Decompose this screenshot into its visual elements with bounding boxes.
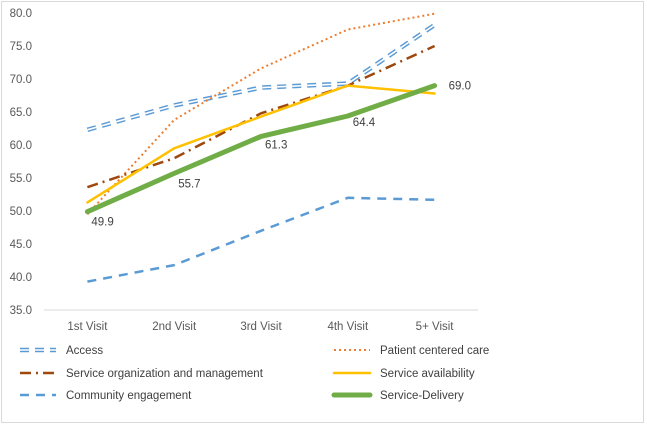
series-line-access-inner <box>87 24 436 131</box>
x-tick-label: 1st Visit <box>67 321 108 333</box>
data-label: 49.9 <box>91 217 113 229</box>
y-tick-label: 35.0 <box>10 305 32 317</box>
y-tick-label: 75.0 <box>10 41 32 53</box>
legend-label: Patient centered care <box>380 345 489 357</box>
legend-label: Service-Delivery <box>380 390 464 402</box>
legend-label: Community engagement <box>66 390 192 402</box>
series-line-service-organization-and-management <box>87 44 436 189</box>
x-tick-label: 4th Visit <box>327 321 369 333</box>
data-label: 61.3 <box>265 139 287 151</box>
legend-label: Access <box>66 345 103 357</box>
y-tick-label: 65.0 <box>10 107 32 119</box>
series-line-service-delivery <box>84 83 438 215</box>
y-tick-label: 55.0 <box>10 173 32 185</box>
data-label: 69.0 <box>449 81 471 93</box>
y-tick-label: 40.0 <box>10 272 32 284</box>
x-tick-label: 5+ Visit <box>416 321 455 333</box>
x-tick-label: 2nd Visit <box>152 321 197 333</box>
y-tick-label: 70.0 <box>10 74 32 86</box>
x-tick-label: 3rd Visit <box>240 321 282 333</box>
series-line-community-engagement <box>87 196 435 283</box>
series-line-patient-centered-care <box>86 12 435 215</box>
data-label: 64.4 <box>353 117 376 129</box>
y-tick-label: 45.0 <box>10 239 32 251</box>
legend-label: Service availability <box>380 368 475 380</box>
series-line-service-availability <box>86 84 436 204</box>
y-tick-label: 60.0 <box>10 140 32 152</box>
data-label: 55.7 <box>178 178 200 190</box>
y-tick-label: 80.0 <box>10 8 32 20</box>
y-tick-label: 50.0 <box>10 206 32 218</box>
legend-label: Service organization and management <box>66 368 264 380</box>
